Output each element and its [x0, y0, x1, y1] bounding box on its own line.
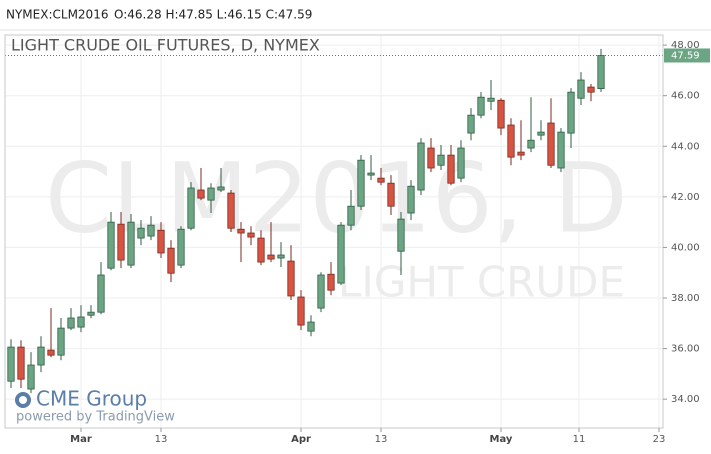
- candle-body: [467, 114, 475, 134]
- candle-body: [597, 55, 605, 90]
- candle-body: [317, 274, 325, 309]
- candle-body: [77, 316, 85, 328]
- candle-body: [427, 147, 435, 169]
- candle-body: [57, 327, 65, 356]
- logo-powered: powered by TradingView: [16, 410, 175, 425]
- candle-body: [447, 154, 455, 184]
- candle-body: [17, 346, 25, 380]
- candle-body: [167, 247, 175, 274]
- candle-body: [437, 154, 445, 166]
- candle-body: [187, 187, 195, 229]
- candle-body: [47, 349, 55, 356]
- candle-body: [297, 296, 305, 326]
- candle-body: [327, 273, 335, 291]
- candle-body: [137, 227, 145, 239]
- candle-body: [107, 221, 115, 269]
- candle-body: [357, 159, 365, 207]
- y-tick-label: 34.00: [671, 394, 700, 405]
- last-price-box: [664, 48, 710, 63]
- plot-border: [4, 34, 664, 429]
- candle-body: [227, 192, 235, 229]
- candle-body: [177, 228, 185, 266]
- plot: [5, 48, 663, 394]
- candle-body: [337, 224, 345, 284]
- y-tick-label: 40.00: [671, 242, 700, 253]
- y-tick-label: 48.00: [671, 40, 700, 51]
- candle-body: [487, 97, 495, 102]
- candle-body: [537, 131, 545, 136]
- candle-body: [287, 260, 295, 297]
- y-tick-label: 38.00: [671, 293, 700, 304]
- x-tick-label: 13: [375, 434, 388, 445]
- candle-body: [247, 232, 255, 238]
- candle-body: [277, 254, 285, 259]
- candle-body: [517, 151, 525, 156]
- candle-body: [257, 237, 265, 263]
- y-tick-label: 42.00: [671, 192, 700, 203]
- header-bar: [0, 0, 711, 30]
- candle-body: [457, 147, 465, 179]
- candle-body: [377, 177, 385, 183]
- candle-body: [367, 172, 375, 176]
- y-tick-label: 46.00: [671, 91, 700, 102]
- watermark-name: LIGHT CRUDE: [338, 258, 625, 307]
- y-tick-label: 36.00: [671, 344, 700, 355]
- candle-body: [207, 187, 215, 201]
- x-tick-label: 13: [155, 434, 168, 445]
- x-tick-label: 11: [573, 434, 586, 445]
- x-tick-label: 23: [653, 434, 666, 445]
- candle-body: [267, 254, 275, 260]
- candle-body: [587, 86, 595, 93]
- header-ohlc: O:46.28 H:47.85 L:46.15 C:47.59: [114, 8, 312, 22]
- candle-body: [67, 317, 75, 329]
- logo-brand: CME Group: [36, 387, 147, 411]
- x-tick-label: Mar: [70, 434, 92, 445]
- candle-body: [497, 99, 505, 129]
- candle-body: [27, 364, 35, 390]
- candle-body: [477, 96, 485, 116]
- candle-body: [507, 124, 515, 158]
- candle-body: [527, 139, 535, 149]
- candle-body: [347, 205, 355, 226]
- candle-body: [197, 189, 205, 199]
- candle-body: [567, 91, 575, 134]
- candle-body: [87, 311, 95, 316]
- candle-body: [157, 229, 165, 254]
- x-tick-label: Apr: [291, 434, 311, 445]
- candle-body: [407, 185, 415, 214]
- header-symbol: NYMEX:CLM2016: [6, 8, 108, 22]
- candle-body: [237, 228, 245, 234]
- chart-title: LIGHT CRUDE OIL FUTURES, D, NYMEX: [11, 36, 320, 55]
- candle-body: [127, 221, 135, 266]
- candle-body: [37, 346, 45, 366]
- candle-body: [417, 142, 425, 191]
- candle-body: [117, 223, 125, 261]
- candle-body: [147, 224, 155, 237]
- candle-body: [577, 79, 585, 99]
- y-tick-label: 44.00: [671, 141, 700, 152]
- candle-body: [557, 131, 565, 169]
- candle-body: [387, 182, 395, 207]
- logo-icon-inner: [19, 396, 27, 404]
- candle-body: [307, 321, 315, 332]
- last-price-label: 47.59: [671, 50, 700, 61]
- x-tick-label: May: [490, 434, 513, 445]
- candle-body: [7, 346, 15, 382]
- candle-body: [217, 186, 225, 191]
- candle-body: [397, 218, 405, 252]
- candle-body: [547, 122, 555, 166]
- candle-body: [97, 274, 105, 313]
